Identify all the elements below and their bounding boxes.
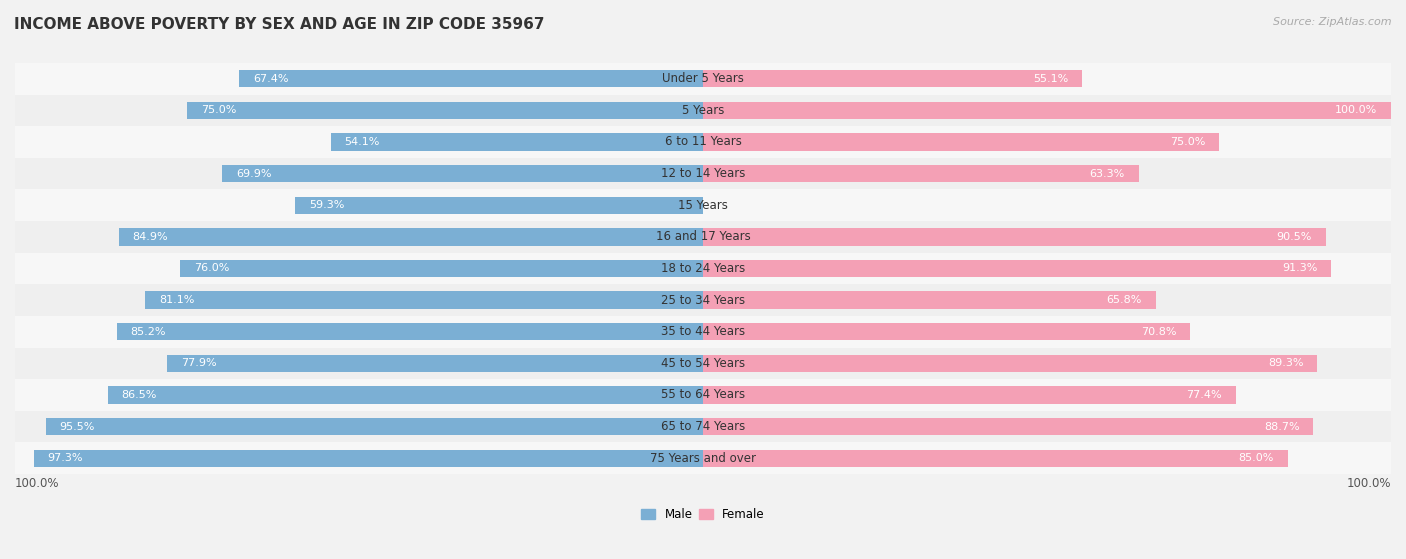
Bar — [15, 190, 1391, 221]
Bar — [703, 354, 1317, 372]
Bar — [222, 165, 703, 182]
Text: 95.5%: 95.5% — [59, 421, 96, 432]
Bar — [703, 323, 1189, 340]
Bar — [187, 102, 703, 119]
Bar — [15, 63, 1391, 94]
Text: INCOME ABOVE POVERTY BY SEX AND AGE IN ZIP CODE 35967: INCOME ABOVE POVERTY BY SEX AND AGE IN Z… — [14, 17, 544, 32]
Text: 86.5%: 86.5% — [122, 390, 157, 400]
Bar — [703, 260, 1331, 277]
Bar — [330, 133, 703, 150]
Text: 6 to 11 Years: 6 to 11 Years — [665, 135, 741, 149]
Bar — [145, 291, 703, 309]
Text: 54.1%: 54.1% — [344, 137, 380, 147]
Text: Source: ZipAtlas.com: Source: ZipAtlas.com — [1274, 17, 1392, 27]
Text: 55.1%: 55.1% — [1033, 74, 1069, 84]
Bar — [167, 354, 703, 372]
Text: 70.8%: 70.8% — [1140, 326, 1177, 337]
Text: 12 to 14 Years: 12 to 14 Years — [661, 167, 745, 180]
Text: 63.3%: 63.3% — [1090, 169, 1125, 178]
Bar — [46, 418, 703, 435]
Text: 100.0%: 100.0% — [1334, 105, 1378, 115]
Text: 65.8%: 65.8% — [1107, 295, 1142, 305]
Text: 77.9%: 77.9% — [181, 358, 217, 368]
Text: 76.0%: 76.0% — [194, 263, 229, 273]
Text: 18 to 24 Years: 18 to 24 Years — [661, 262, 745, 275]
Text: 75.0%: 75.0% — [201, 105, 236, 115]
Bar — [15, 94, 1391, 126]
Bar — [34, 449, 703, 467]
Text: 67.4%: 67.4% — [253, 74, 288, 84]
Text: 16 and 17 Years: 16 and 17 Years — [655, 230, 751, 243]
Text: 89.3%: 89.3% — [1268, 358, 1303, 368]
Bar — [15, 126, 1391, 158]
Bar — [703, 165, 1139, 182]
Bar — [108, 386, 703, 404]
Text: 35 to 44 Years: 35 to 44 Years — [661, 325, 745, 338]
Bar — [703, 228, 1326, 245]
Bar — [15, 316, 1391, 348]
Bar — [703, 386, 1236, 404]
Text: 15 Years: 15 Years — [678, 198, 728, 212]
Text: 55 to 64 Years: 55 to 64 Years — [661, 389, 745, 401]
Text: 100.0%: 100.0% — [15, 477, 59, 490]
Bar — [703, 449, 1288, 467]
Text: Under 5 Years: Under 5 Years — [662, 72, 744, 85]
Bar — [117, 323, 703, 340]
Bar — [120, 228, 703, 245]
Bar — [703, 133, 1219, 150]
Text: 25 to 34 Years: 25 to 34 Years — [661, 293, 745, 306]
Bar — [15, 442, 1391, 474]
Bar — [295, 197, 703, 214]
Bar — [15, 253, 1391, 285]
Legend: Male, Female: Male, Female — [637, 503, 769, 525]
Text: 88.7%: 88.7% — [1264, 421, 1299, 432]
Text: 45 to 54 Years: 45 to 54 Years — [661, 357, 745, 370]
Text: 84.9%: 84.9% — [132, 232, 169, 242]
Bar — [239, 70, 703, 87]
Bar — [703, 291, 1156, 309]
Text: 59.3%: 59.3% — [309, 200, 344, 210]
Text: 90.5%: 90.5% — [1277, 232, 1312, 242]
Bar — [703, 70, 1083, 87]
Text: 65 to 74 Years: 65 to 74 Years — [661, 420, 745, 433]
Text: 91.3%: 91.3% — [1282, 263, 1317, 273]
Text: 5 Years: 5 Years — [682, 104, 724, 117]
Bar — [15, 348, 1391, 379]
Text: 69.9%: 69.9% — [236, 169, 271, 178]
Bar — [15, 411, 1391, 442]
Text: 97.3%: 97.3% — [48, 453, 83, 463]
Bar — [15, 285, 1391, 316]
Bar — [15, 221, 1391, 253]
Text: 81.1%: 81.1% — [159, 295, 194, 305]
Bar — [15, 379, 1391, 411]
Bar — [15, 158, 1391, 190]
Bar — [703, 102, 1391, 119]
Text: 75 Years and over: 75 Years and over — [650, 452, 756, 465]
Bar — [180, 260, 703, 277]
Text: 75.0%: 75.0% — [1170, 137, 1205, 147]
Bar — [703, 418, 1313, 435]
Text: 85.0%: 85.0% — [1239, 453, 1274, 463]
Text: 85.2%: 85.2% — [131, 326, 166, 337]
Text: 100.0%: 100.0% — [1347, 477, 1391, 490]
Text: 77.4%: 77.4% — [1187, 390, 1222, 400]
